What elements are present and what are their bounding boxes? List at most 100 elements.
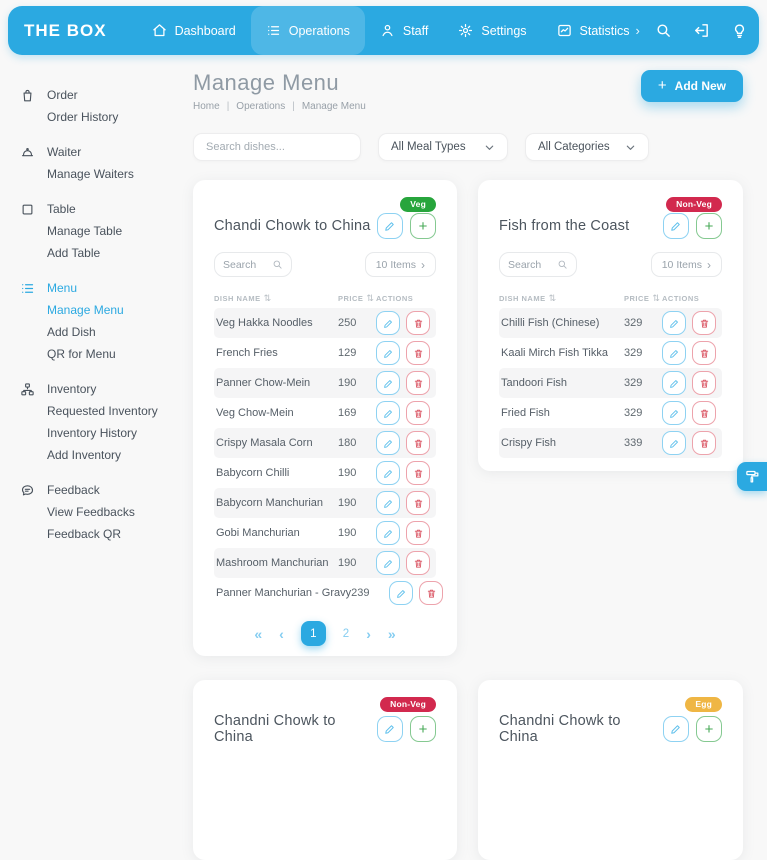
add-new-button[interactable]: + Add New (640, 70, 743, 102)
brand-logo[interactable]: THE BOX (24, 20, 107, 40)
menu-cards-grid: Veg Chandi Chowk to China + 10 Items › (193, 180, 743, 860)
theme-customizer-button[interactable] (737, 462, 767, 491)
sort-icon[interactable]: ⇅ (366, 292, 375, 303)
edit-category-button[interactable] (377, 716, 403, 742)
breadcrumb-home[interactable]: Home (193, 101, 220, 112)
edit-dish-button[interactable] (662, 341, 686, 365)
lightbulb-icon[interactable] (731, 22, 748, 39)
pagination-last-icon[interactable]: » (387, 625, 396, 642)
sort-icon[interactable]: ⇅ (652, 292, 661, 303)
edit-dish-button[interactable] (376, 461, 400, 485)
nav-item-dashboard[interactable]: Dashboard (137, 6, 251, 55)
table-header: DISH NAME ⇅ PRICE ⇅ ACTIONS (499, 292, 700, 303)
delete-dish-button[interactable] (406, 431, 430, 455)
delete-dish-button[interactable] (406, 341, 430, 365)
logout-icon[interactable] (693, 22, 710, 39)
add-dish-button[interactable]: + (696, 716, 722, 742)
dish-price: 190 (338, 467, 357, 479)
delete-dish-button[interactable] (692, 371, 716, 395)
edit-category-button[interactable] (663, 213, 689, 239)
plus-icon: + (418, 720, 428, 738)
sidebar-item-manage-menu[interactable]: Manage Menu (47, 303, 124, 317)
edit-category-button[interactable] (377, 213, 403, 239)
sidebar-item-order[interactable]: Order (20, 84, 188, 106)
delete-dish-button[interactable] (692, 311, 716, 335)
delete-dish-button[interactable] (692, 341, 716, 365)
edit-dish-button[interactable] (662, 431, 686, 455)
edit-dish-button[interactable] (376, 431, 400, 455)
edit-dish-button[interactable] (376, 401, 400, 425)
sidebar-item-inventory-history[interactable]: Inventory History (47, 426, 138, 440)
nav-item-settings[interactable]: Settings (443, 6, 541, 55)
sidebar-item-waiter[interactable]: Waiter (20, 141, 188, 163)
sidebar-item-requested-inventory[interactable]: Requested Inventory (47, 404, 158, 418)
card-search-input[interactable] (508, 258, 553, 271)
sort-icon[interactable]: ⇅ (263, 292, 272, 303)
card-search-input[interactable] (223, 258, 268, 271)
sidebar-item-order-history[interactable]: Order History (47, 110, 119, 124)
sidebar-item-menu[interactable]: Menu (20, 277, 188, 299)
edit-dish-button[interactable] (389, 581, 414, 605)
sitemap-icon (20, 382, 35, 397)
nav-item-operations[interactable]: Operations (250, 6, 365, 55)
pagination-prev-icon[interactable]: ‹ (279, 625, 284, 642)
table-row: Mashroom Manchurian 190 (214, 548, 436, 578)
pagination-page-1[interactable]: 1 (300, 621, 326, 646)
top-navbar: THE BOX Dashboard Operations Staff Setti… (8, 6, 759, 55)
sidebar-item-manage-waiters[interactable]: Manage Waiters (47, 167, 134, 181)
delete-dish-button[interactable] (406, 551, 430, 575)
dish-table: Veg Hakka Noodles 250 French Fries 129 (214, 308, 444, 608)
table-row: Panner Chow-Mein 190 (214, 368, 436, 398)
add-dish-button[interactable]: + (410, 213, 436, 239)
delete-dish-button[interactable] (419, 581, 444, 605)
delete-dish-button[interactable] (406, 521, 430, 545)
edit-dish-button[interactable] (662, 311, 686, 335)
nav-item-statistics[interactable]: Statistics › (542, 6, 655, 55)
nav-item-staff[interactable]: Staff (365, 6, 443, 55)
sidebar-item-qr-for-menu[interactable]: QR for Menu (47, 347, 116, 361)
edit-dish-button[interactable] (376, 311, 400, 335)
edit-dish-button[interactable] (376, 341, 400, 365)
meal-type-select[interactable]: All Meal Types (378, 133, 508, 161)
delete-dish-button[interactable] (692, 431, 716, 455)
add-dish-button[interactable]: + (696, 213, 722, 239)
sidebar-item-inventory[interactable]: Inventory (20, 378, 188, 400)
pagination-first-icon[interactable]: « (254, 625, 263, 642)
search-icon[interactable] (655, 22, 672, 39)
sidebar-item-feedback-qr[interactable]: Feedback QR (47, 527, 122, 541)
sidebar-item-feedback[interactable]: Feedback (20, 479, 188, 501)
pagination: « ‹ 1 2 › » (214, 621, 436, 646)
sidebar-item-add-dish[interactable]: Add Dish (47, 325, 96, 339)
sort-icon[interactable]: ⇅ (548, 292, 557, 303)
edit-category-button[interactable] (663, 716, 689, 742)
add-dish-button[interactable]: + (410, 716, 436, 742)
items-per-page-select[interactable]: 10 Items › (650, 252, 722, 277)
edit-dish-button[interactable] (376, 521, 400, 545)
table-row: Tandoori Fish 329 (499, 368, 722, 398)
dish-price: 329 (624, 377, 643, 389)
pagination-page-2[interactable]: 2 (342, 627, 350, 640)
breadcrumb-operations[interactable]: Operations (236, 101, 286, 112)
items-per-page-select[interactable]: 10 Items › (364, 252, 436, 277)
sidebar-item-view-feedbacks[interactable]: View Feedbacks (47, 505, 135, 519)
edit-dish-button[interactable] (376, 551, 400, 575)
delete-dish-button[interactable] (406, 371, 430, 395)
sidebar-item-add-table[interactable]: Add Table (47, 246, 101, 260)
delete-dish-button[interactable] (692, 401, 716, 425)
delete-dish-button[interactable] (406, 461, 430, 485)
delete-dish-button[interactable] (406, 401, 430, 425)
sidebar-item-add-inventory[interactable]: Add Inventory (47, 448, 122, 462)
edit-dish-button[interactable] (662, 401, 686, 425)
edit-dish-button[interactable] (376, 491, 400, 515)
sidebar-item-table[interactable]: Table (20, 198, 188, 220)
edit-dish-button[interactable] (376, 371, 400, 395)
delete-dish-button[interactable] (406, 491, 430, 515)
chevron-right-icon: › (707, 257, 711, 272)
edit-dish-button[interactable] (662, 371, 686, 395)
main-content: Manage Menu Home | Operations | Manage M… (193, 70, 743, 860)
pagination-next-icon[interactable]: › (366, 625, 371, 642)
category-select[interactable]: All Categories (525, 133, 649, 161)
delete-dish-button[interactable] (406, 311, 430, 335)
sidebar-item-manage-table[interactable]: Manage Table (47, 224, 123, 238)
search-dishes-input[interactable] (193, 133, 361, 161)
